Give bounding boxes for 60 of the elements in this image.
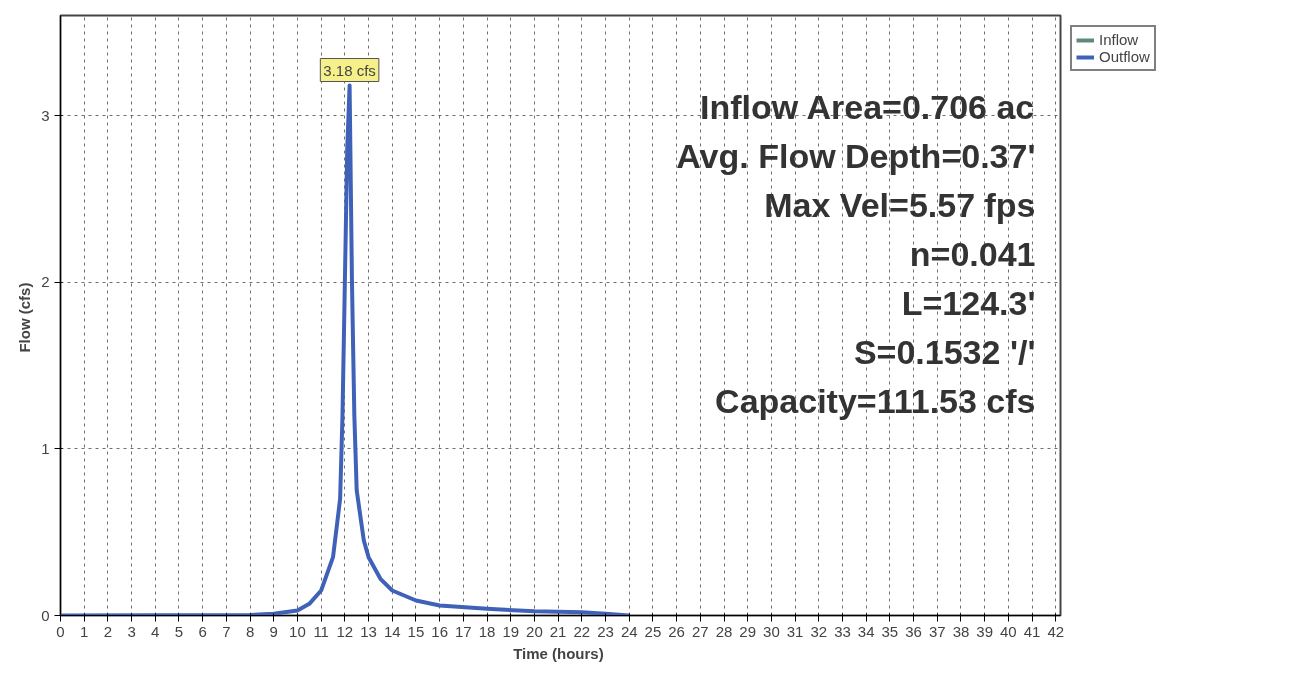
x-tick-label: 14	[383, 622, 401, 640]
x-tick-label: 25	[644, 622, 662, 640]
x-tick-label: 26	[668, 622, 685, 640]
annotation: Avg. Flow Depth=0.37'	[676, 136, 1036, 175]
y-tick-label: 2	[41, 273, 50, 291]
line-series	[60, 83, 632, 616]
annotation: Inflow Area=0.706 ac	[700, 87, 1035, 126]
y-axis-title: Flow (cfs)	[16, 282, 34, 353]
x-tick-label: 21	[549, 622, 567, 640]
x-tick-label: 27	[691, 622, 709, 640]
annotation: L=124.3'	[901, 283, 1036, 322]
x-tick-label: 5	[174, 622, 184, 640]
x-tick-label: 41	[1023, 622, 1041, 640]
x-tick-label: 28	[715, 622, 733, 640]
legend-label: Inflow	[1099, 31, 1139, 48]
x-tick-label: 7	[222, 622, 231, 640]
x-tick-label: 15	[407, 622, 425, 640]
x-tick-label: 8	[245, 622, 255, 640]
x-tick-label: 4	[151, 622, 160, 640]
annotation: 3.18 cfs	[323, 61, 376, 79]
x-tick-label: 39	[976, 622, 994, 640]
x-tick-label: 22	[573, 622, 591, 640]
x-tick-label: 33	[834, 622, 851, 640]
x-tick-label: 24	[620, 622, 638, 640]
x-tick-label: 29	[739, 622, 757, 640]
annotation: n=0.041	[909, 234, 1036, 273]
x-tick-label: 35	[881, 622, 899, 640]
y-tick-label: 0	[41, 606, 50, 624]
annotation: Capacity=111.53 cfs	[715, 381, 1036, 420]
x-tick-label: 18	[478, 622, 496, 640]
x-tick-label: 11	[313, 622, 329, 640]
annotation: S=0.1532 '/'	[853, 332, 1036, 371]
x-tick-label: 38	[952, 622, 970, 640]
x-tick-label: 2	[103, 622, 113, 640]
x-tick-label: 30	[763, 622, 780, 640]
annotation: Max Vel=5.57 fps	[764, 185, 1036, 224]
x-tick-label: 17	[455, 622, 472, 640]
x-axis-title: Time (hours)	[513, 644, 604, 662]
x-tick-label: 19	[502, 622, 520, 640]
x-tick-label: 0	[56, 622, 65, 640]
x-tick-label: 10	[289, 622, 306, 640]
x-tick-label: 1	[80, 622, 89, 640]
x-tick-label: 13	[360, 622, 377, 640]
x-tick-label: 37	[928, 622, 946, 640]
x-tick-label: 32	[810, 622, 828, 640]
x-tick-label: 6	[198, 622, 207, 640]
x-tick-label: 34	[857, 622, 875, 640]
x-tick-label: 31	[786, 622, 804, 640]
x-tick-label: 16	[431, 622, 448, 640]
x-tick-label: 20	[526, 622, 543, 640]
x-tick-label: 9	[269, 622, 278, 640]
x-tick-label: 12	[336, 622, 354, 640]
legend-label: Outflow	[1099, 48, 1150, 65]
y-tick-label: 3	[41, 106, 50, 124]
x-tick-label: 36	[905, 622, 922, 640]
y-tick-label: 1	[41, 439, 50, 457]
x-tick-label: 40	[1000, 622, 1017, 640]
x-tick-label: 3	[127, 622, 136, 640]
x-tick-label: 42	[1047, 622, 1065, 640]
x-tick-label: 23	[597, 622, 614, 640]
